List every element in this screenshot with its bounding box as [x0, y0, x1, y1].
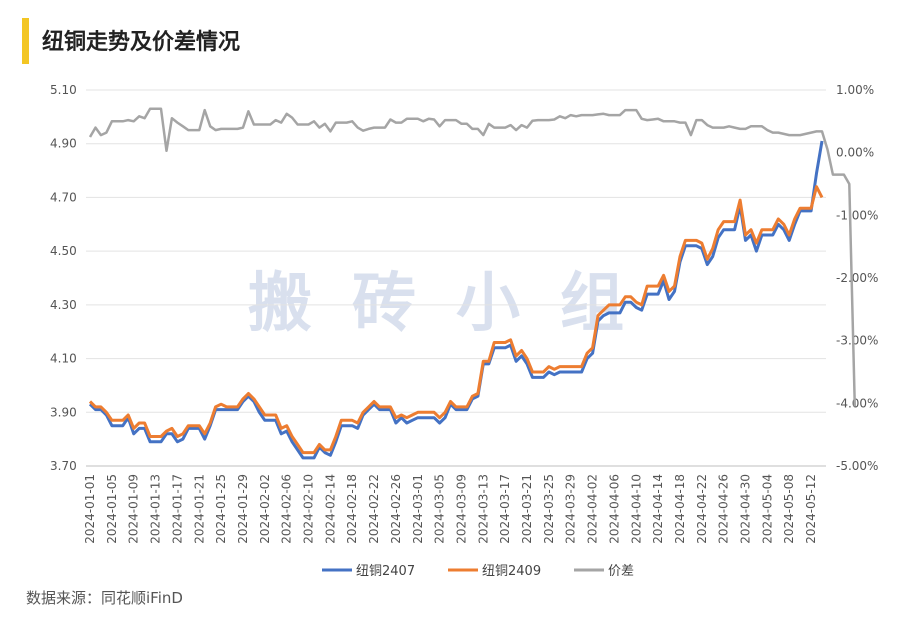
x-tick-label: 2024-03-17 — [498, 474, 512, 544]
x-tick-label: 2024-03-09 — [454, 474, 468, 544]
x-tick-label: 2024-03-13 — [476, 474, 490, 544]
y-right-tick-label: -3.00% — [836, 334, 878, 348]
x-tick-label: 2024-02-02 — [258, 474, 272, 544]
x-tick-label: 2024-05-08 — [782, 474, 796, 544]
x-tick-label: 2024-04-30 — [739, 474, 753, 544]
x-tick-label: 2024-02-10 — [302, 474, 316, 544]
y-right-tick-label: 1.00% — [836, 83, 874, 97]
x-tick-label: 2024-01-05 — [105, 474, 119, 544]
watermark: 搬砖小组 — [248, 267, 664, 341]
x-tick-label: 2024-04-26 — [717, 474, 731, 544]
x-tick-label: 2024-02-18 — [345, 474, 359, 544]
y-left-tick-label: 4.30 — [50, 298, 77, 312]
title-accent-bar — [22, 18, 29, 64]
legend-label: 价差 — [608, 564, 634, 579]
x-tick-label: 2024-02-14 — [323, 474, 337, 544]
x-tick-label: 2024-03-29 — [564, 474, 578, 544]
x-tick-label: 2024-03-21 — [520, 474, 534, 544]
series-line — [88, 185, 824, 455]
x-tick-label: 2024-01-25 — [214, 474, 228, 544]
legend-label: 纽铜2407 — [356, 564, 415, 579]
x-tick-label: 2024-01-13 — [149, 474, 163, 544]
x-tick-label: 2024-04-10 — [629, 474, 643, 544]
legend-label: 纽铜2409 — [482, 564, 541, 579]
x-tick-label: 2024-01-29 — [236, 474, 250, 544]
data-source: 数据来源：同花顺iFinD — [26, 589, 183, 607]
x-tick-label: 2024-03-01 — [411, 474, 425, 544]
y-right-tick-label: -2.00% — [836, 271, 878, 285]
y-right-tick-label: -5.00% — [836, 459, 878, 473]
x-tick-label: 2024-01-21 — [192, 474, 206, 544]
y-left-tick-label: 4.50 — [50, 244, 77, 258]
y-left-tick-label: 4.70 — [50, 190, 77, 204]
y-right-tick-label: -1.00% — [836, 208, 878, 222]
x-tick-label: 2024-03-25 — [542, 474, 556, 544]
x-tick-label: 2024-02-26 — [389, 474, 403, 544]
x-tick-label: 2024-04-06 — [607, 474, 621, 544]
y-left-tick-label: 4.10 — [50, 352, 77, 366]
x-tick-label: 2024-04-14 — [651, 474, 665, 544]
y-left-tick-label: 3.70 — [50, 459, 77, 473]
x-tick-label: 2024-05-12 — [804, 474, 818, 544]
x-tick-label: 2024-02-06 — [280, 474, 294, 544]
x-tick-label: 2024-03-05 — [433, 474, 447, 544]
series-line — [88, 140, 824, 460]
x-tick-label: 2024-04-22 — [695, 474, 709, 544]
x-tick-label: 2024-01-09 — [127, 474, 141, 544]
y-left-tick-label: 3.90 — [50, 405, 77, 419]
x-tick-label: 2024-04-02 — [586, 474, 600, 544]
y-right-tick-label: 0.00% — [836, 146, 874, 160]
y-right-tick-label: -4.00% — [836, 396, 878, 410]
x-tick-label: 2024-05-04 — [760, 474, 774, 544]
series-line — [88, 107, 857, 407]
y-left-tick-label: 4.90 — [50, 137, 77, 151]
x-tick-label: 2024-01-01 — [83, 474, 97, 544]
chart-title: 纽铜走势及价差情况 — [42, 30, 241, 55]
x-tick-label: 2024-04-18 — [673, 474, 687, 544]
y-left-tick-label: 5.10 — [50, 83, 77, 97]
x-tick-label: 2024-01-17 — [170, 474, 184, 544]
x-tick-label: 2024-02-22 — [367, 474, 381, 544]
